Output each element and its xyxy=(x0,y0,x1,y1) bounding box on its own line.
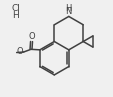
Text: O: O xyxy=(28,32,35,41)
Text: Cl: Cl xyxy=(12,4,20,13)
Text: H: H xyxy=(12,11,18,20)
Text: N: N xyxy=(65,7,71,16)
Text: H: H xyxy=(65,4,71,13)
Text: O: O xyxy=(16,47,23,56)
